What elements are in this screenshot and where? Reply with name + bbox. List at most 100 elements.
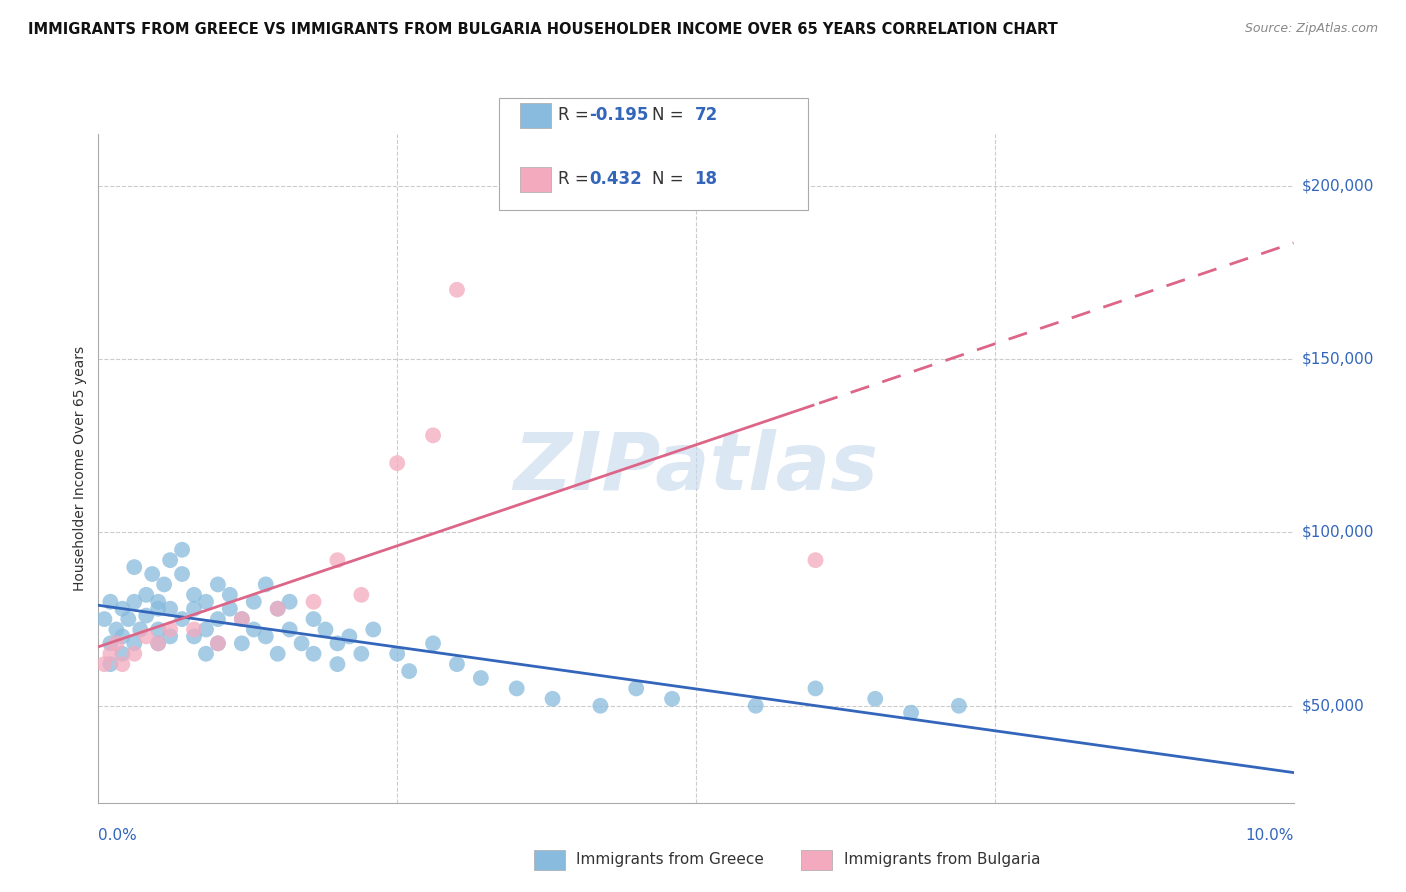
Point	[231, 612, 253, 626]
Point	[315, 623, 337, 637]
Point	[219, 601, 242, 615]
Point	[398, 664, 420, 678]
Point	[243, 595, 266, 609]
Text: Immigrants from Bulgaria: Immigrants from Bulgaria	[844, 853, 1040, 867]
Point	[93, 657, 115, 672]
Point	[624, 681, 647, 696]
Text: 18: 18	[695, 170, 717, 188]
Point	[153, 577, 176, 591]
Point	[129, 623, 152, 637]
Point	[470, 671, 492, 685]
Point	[350, 588, 373, 602]
Point	[231, 636, 253, 650]
Point	[207, 612, 229, 626]
Point	[135, 629, 157, 643]
Point	[326, 636, 349, 650]
Point	[98, 647, 122, 661]
Point	[111, 657, 134, 672]
Point	[159, 623, 181, 637]
Point	[124, 595, 146, 609]
Point	[278, 623, 301, 637]
Point	[506, 681, 529, 696]
Text: R =: R =	[558, 170, 595, 188]
Point	[745, 698, 768, 713]
Text: IMMIGRANTS FROM GREECE VS IMMIGRANTS FROM BULGARIA HOUSEHOLDER INCOME OVER 65 YE: IMMIGRANTS FROM GREECE VS IMMIGRANTS FRO…	[28, 22, 1057, 37]
Point	[111, 629, 134, 643]
Point	[385, 456, 409, 470]
Point	[148, 636, 170, 650]
Point	[422, 636, 444, 650]
Point	[194, 595, 218, 609]
Point	[172, 567, 194, 582]
Point	[98, 657, 122, 672]
Point	[219, 588, 242, 602]
Point	[589, 698, 612, 713]
Text: 0.432: 0.432	[589, 170, 643, 188]
Point	[148, 595, 170, 609]
Text: 72: 72	[695, 106, 718, 124]
Point	[804, 681, 827, 696]
Point	[254, 629, 277, 643]
Point	[172, 612, 194, 626]
Text: $100,000: $100,000	[1302, 524, 1374, 540]
Point	[159, 629, 181, 643]
Point	[148, 601, 170, 615]
Point	[111, 647, 134, 661]
Point	[159, 601, 181, 615]
Point	[278, 595, 301, 609]
Point	[124, 647, 146, 661]
Point	[254, 577, 277, 591]
Point	[135, 588, 157, 602]
Point	[231, 612, 253, 626]
Point	[93, 612, 115, 626]
Text: Source: ZipAtlas.com: Source: ZipAtlas.com	[1244, 22, 1378, 36]
Point	[290, 636, 312, 650]
Point	[267, 601, 290, 615]
Point	[661, 691, 683, 706]
Point	[302, 612, 325, 626]
Point	[326, 553, 349, 567]
Point	[207, 577, 229, 591]
Point	[865, 691, 887, 706]
Text: Immigrants from Greece: Immigrants from Greece	[576, 853, 765, 867]
Text: R =: R =	[558, 106, 595, 124]
Text: $200,000: $200,000	[1302, 178, 1374, 194]
Point	[326, 657, 349, 672]
Point	[541, 691, 564, 706]
Point	[339, 629, 360, 643]
Point	[267, 601, 290, 615]
Text: $150,000: $150,000	[1302, 351, 1374, 367]
Point	[148, 623, 170, 637]
Point	[302, 595, 325, 609]
Point	[207, 636, 229, 650]
Y-axis label: Householder Income Over 65 years: Householder Income Over 65 years	[73, 346, 87, 591]
Point	[117, 612, 139, 626]
Point	[183, 588, 205, 602]
Point	[105, 623, 128, 637]
Point	[148, 636, 170, 650]
Point	[124, 636, 146, 650]
Point	[172, 542, 194, 557]
Point	[105, 636, 128, 650]
Point	[194, 623, 218, 637]
Point	[141, 567, 163, 582]
Point	[948, 698, 970, 713]
Point	[900, 706, 922, 720]
Text: N =: N =	[652, 106, 689, 124]
Point	[446, 657, 468, 672]
Point	[98, 595, 122, 609]
Text: -0.195: -0.195	[589, 106, 648, 124]
Point	[363, 623, 385, 637]
Point	[194, 647, 218, 661]
Text: N =: N =	[652, 170, 689, 188]
Point	[446, 283, 468, 297]
Point	[804, 553, 827, 567]
Point	[207, 636, 229, 650]
Point	[159, 553, 181, 567]
Point	[98, 636, 122, 650]
Point	[422, 428, 444, 442]
Point	[124, 560, 146, 574]
Point	[243, 623, 266, 637]
Text: 10.0%: 10.0%	[1246, 828, 1294, 843]
Text: $50,000: $50,000	[1302, 698, 1365, 714]
